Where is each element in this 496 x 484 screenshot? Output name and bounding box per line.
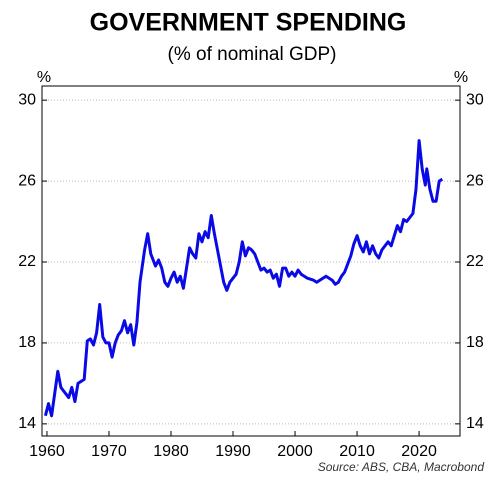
x-tick-label: 1990 — [215, 443, 251, 460]
y-tick-label: 26 — [466, 172, 484, 189]
data-line — [43, 139, 444, 418]
y-tick-label: 30 — [18, 91, 36, 108]
y-tick-label: 14 — [466, 415, 484, 432]
y-tick-label: 18 — [18, 334, 36, 351]
x-tick-label: 2000 — [277, 443, 313, 460]
y-tick-label: 22 — [466, 253, 484, 270]
y-unit-left: % — [37, 69, 51, 86]
plot-frame — [41, 85, 461, 437]
x-tick-label: 2020 — [401, 443, 437, 460]
y-tick-label: 14 — [18, 415, 36, 432]
y-tick-label: 30 — [466, 91, 484, 108]
chart-title: GOVERNMENT SPENDING — [90, 9, 407, 37]
x-tick-label: 2010 — [339, 443, 375, 460]
chart-subtitle: (% of nominal GDP) — [168, 44, 337, 65]
x-tick-label: 1960 — [29, 443, 65, 460]
x-tick-label: 1980 — [153, 443, 189, 460]
y-tick-label: 26 — [18, 172, 36, 189]
y-tick-label: 18 — [466, 334, 484, 351]
y-unit-right: % — [454, 69, 468, 86]
source: Source: ABS, CBA, Macrobond — [318, 460, 485, 474]
y-tick-label: 22 — [18, 253, 36, 270]
x-tick-label: 1970 — [91, 443, 127, 460]
